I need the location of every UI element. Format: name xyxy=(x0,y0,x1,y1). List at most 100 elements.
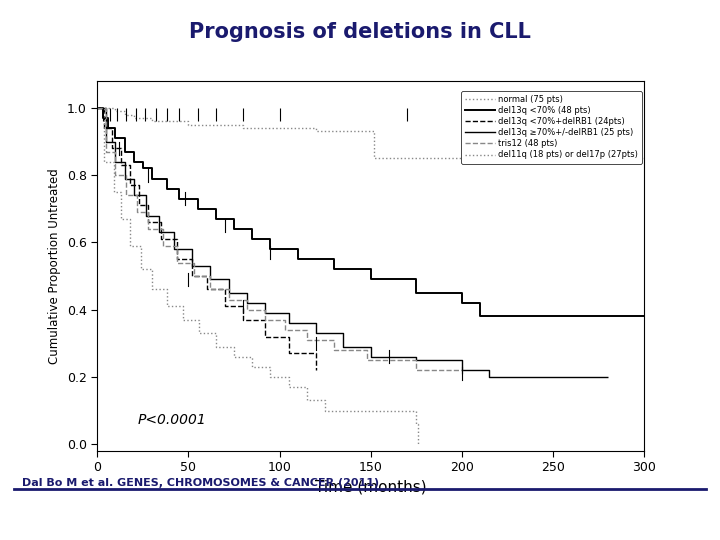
normal (75 pts) xyxy=(184,122,193,128)
del13q <70% (48 pts) xyxy=(294,256,302,262)
del13q <70%+delRB1 (24pts) xyxy=(188,273,197,279)
del13q ≥70%+/-delRB1 (25 pts) xyxy=(458,357,467,363)
tris12 (48 pts) xyxy=(133,192,142,199)
del13q <70%+delRB1 (24pts) xyxy=(261,316,269,323)
tris12 (48 pts) xyxy=(224,286,233,293)
del13q <70% (48 pts) xyxy=(93,105,102,111)
tris12 (48 pts) xyxy=(144,209,153,215)
tris12 (48 pts) xyxy=(206,286,215,293)
del13q <70% (48 pts) xyxy=(476,313,485,320)
normal (75 pts) xyxy=(640,155,649,161)
del13q <70% (48 pts) xyxy=(120,148,129,155)
Line: del13q <70%+delRB1 (24pts): del13q <70%+delRB1 (24pts) xyxy=(97,108,316,370)
del13q <70% (48 pts) xyxy=(162,176,171,182)
Line: tris12 (48 pts): tris12 (48 pts) xyxy=(97,108,462,374)
del13q <70%+delRB1 (24pts) xyxy=(126,182,135,188)
del11q (18 pts) or del17p (27pts) xyxy=(162,286,171,293)
del13q <70% (48 pts) xyxy=(104,125,112,131)
tris12 (48 pts) xyxy=(102,105,111,111)
del13q <70% (48 pts) xyxy=(99,105,107,111)
normal (75 pts) xyxy=(458,155,467,161)
del13q ≥70%+/-delRB1 (25 pts) xyxy=(603,374,612,380)
tris12 (48 pts) xyxy=(173,242,181,249)
Text: P<0.0001: P<0.0001 xyxy=(138,413,206,427)
del11q (18 pts) or del17p (27pts) xyxy=(248,363,256,370)
del11q (18 pts) or del17p (27pts) xyxy=(212,330,220,336)
tris12 (48 pts) xyxy=(281,316,289,323)
tris12 (48 pts) xyxy=(102,148,111,155)
del13q <70% (48 pts) xyxy=(476,300,485,306)
del13q ≥70%+/-delRB1 (25 pts) xyxy=(339,330,348,336)
normal (75 pts) xyxy=(95,105,104,111)
del13q <70%+delRB1 (24pts) xyxy=(157,219,166,226)
del13q <70%+delRB1 (24pts) xyxy=(284,350,293,356)
tris12 (48 pts) xyxy=(412,367,420,374)
del13q ≥70%+/-delRB1 (25 pts) xyxy=(261,310,269,316)
del11q (18 pts) or del17p (27pts) xyxy=(284,374,293,380)
tris12 (48 pts) xyxy=(261,316,269,323)
del13q <70% (48 pts) xyxy=(640,313,649,320)
del13q <70% (48 pts) xyxy=(212,206,220,212)
del13q <70% (48 pts) xyxy=(412,289,420,296)
tris12 (48 pts) xyxy=(281,327,289,333)
tris12 (48 pts) xyxy=(189,273,198,279)
normal (75 pts) xyxy=(366,128,375,134)
del13q <70% (48 pts) xyxy=(248,226,256,232)
del13q <70% (48 pts) xyxy=(138,158,147,165)
del11q (18 pts) or del17p (27pts) xyxy=(117,188,125,195)
normal (75 pts) xyxy=(239,122,248,128)
Y-axis label: Cumulative Proportion Untreated: Cumulative Proportion Untreated xyxy=(48,168,61,364)
normal (75 pts) xyxy=(130,111,138,118)
del13q <70%+delRB1 (24pts) xyxy=(107,145,116,152)
del11q (18 pts) or del17p (27pts) xyxy=(321,407,330,414)
del13q ≥70%+/-delRB1 (25 pts) xyxy=(120,176,129,182)
del13q ≥70%+/-delRB1 (25 pts) xyxy=(102,105,111,111)
del13q ≥70%+/-delRB1 (25 pts) xyxy=(339,343,348,350)
del11q (18 pts) or del17p (27pts) xyxy=(248,354,256,360)
del13q <70% (48 pts) xyxy=(130,158,138,165)
del11q (18 pts) or del17p (27pts) xyxy=(179,303,187,309)
del13q <70% (48 pts) xyxy=(104,115,112,122)
del11q (18 pts) or del17p (27pts) xyxy=(414,421,423,427)
del13q <70% (48 pts) xyxy=(412,276,420,282)
normal (75 pts) xyxy=(458,155,467,161)
del13q <70% (48 pts) xyxy=(458,289,467,296)
del11q (18 pts) or del17p (27pts) xyxy=(179,316,187,323)
normal (75 pts) xyxy=(549,155,557,161)
del13q ≥70%+/-delRB1 (25 pts) xyxy=(412,357,420,363)
del13q <70% (48 pts) xyxy=(266,236,275,242)
del13q <70%+delRB1 (24pts) xyxy=(284,333,293,340)
del11q (18 pts) or del17p (27pts) xyxy=(162,303,171,309)
del13q ≥70%+/-delRB1 (25 pts) xyxy=(188,246,197,252)
del13q ≥70%+/-delRB1 (25 pts) xyxy=(169,229,178,235)
tris12 (48 pts) xyxy=(144,226,153,232)
del11q (18 pts) or del17p (27pts) xyxy=(117,215,125,222)
del13q <70% (48 pts) xyxy=(138,165,147,172)
normal (75 pts) xyxy=(312,128,320,134)
del11q (18 pts) or del17p (27pts) xyxy=(148,266,156,273)
del11q (18 pts) or del17p (27pts) xyxy=(302,384,311,390)
del13q <70%+delRB1 (24pts) xyxy=(312,367,320,374)
del13q ≥70%+/-delRB1 (25 pts) xyxy=(312,330,320,336)
del13q <70% (48 pts) xyxy=(111,135,120,141)
tris12 (48 pts) xyxy=(330,337,338,343)
normal (75 pts) xyxy=(130,115,138,122)
del11q (18 pts) or del17p (27pts) xyxy=(93,105,102,111)
normal (75 pts) xyxy=(120,108,129,114)
tris12 (48 pts) xyxy=(330,347,338,353)
tris12 (48 pts) xyxy=(363,347,372,353)
del11q (18 pts) or del17p (27pts) xyxy=(137,266,145,273)
del13q ≥70%+/-delRB1 (25 pts) xyxy=(102,138,111,145)
normal (75 pts) xyxy=(370,128,379,134)
del13q ≥70%+/-delRB1 (25 pts) xyxy=(412,354,420,360)
del13q <70% (48 pts) xyxy=(193,206,202,212)
del13q ≥70%+/-delRB1 (25 pts) xyxy=(458,367,467,374)
tris12 (48 pts) xyxy=(302,337,311,343)
del13q <70%+delRB1 (24pts) xyxy=(107,125,116,131)
normal (75 pts) xyxy=(239,125,248,131)
normal (75 pts) xyxy=(95,105,104,111)
del13q <70% (48 pts) xyxy=(458,300,467,306)
del11q (18 pts) or del17p (27pts) xyxy=(302,397,311,404)
del11q (18 pts) or del17p (27pts) xyxy=(100,158,109,165)
tris12 (48 pts) xyxy=(206,273,215,279)
